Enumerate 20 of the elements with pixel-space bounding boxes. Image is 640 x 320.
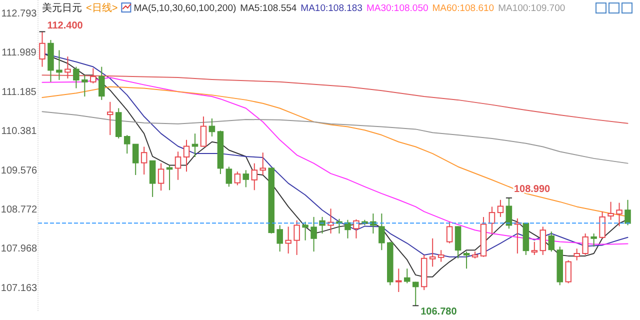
y-tick-label: 109.576: [0, 165, 38, 176]
annotation: 108.990: [514, 184, 551, 195]
text: MA60:108.610: [432, 3, 494, 14]
y-tick-label: 111.185: [2, 86, 37, 98]
annotation: 112.400: [47, 20, 84, 32]
y-tick-label: 112.793: [1, 8, 38, 20]
text: MA30:108.050: [366, 3, 428, 14]
text: MA100:109.700: [498, 3, 566, 14]
text: MA10:108.183: [300, 3, 362, 14]
y-tick-label: 110.381: [1, 126, 38, 138]
y-tick-label: 111.989: [2, 48, 37, 59]
text: MA5:108.554: [240, 3, 297, 14]
chart-subtitle: <日线>: [86, 2, 118, 14]
y-tick-label: 108.772: [0, 204, 38, 216]
y-tick-label: 107.163: [0, 282, 38, 294]
annotation: MA(5,10,30,60,100,200): [134, 3, 236, 14]
chart-title: 美元日元: [42, 2, 82, 14]
y-tick-label: 107.968: [0, 244, 38, 255]
line-series: [42, 74, 628, 124]
annotation: 106.780: [420, 306, 458, 318]
